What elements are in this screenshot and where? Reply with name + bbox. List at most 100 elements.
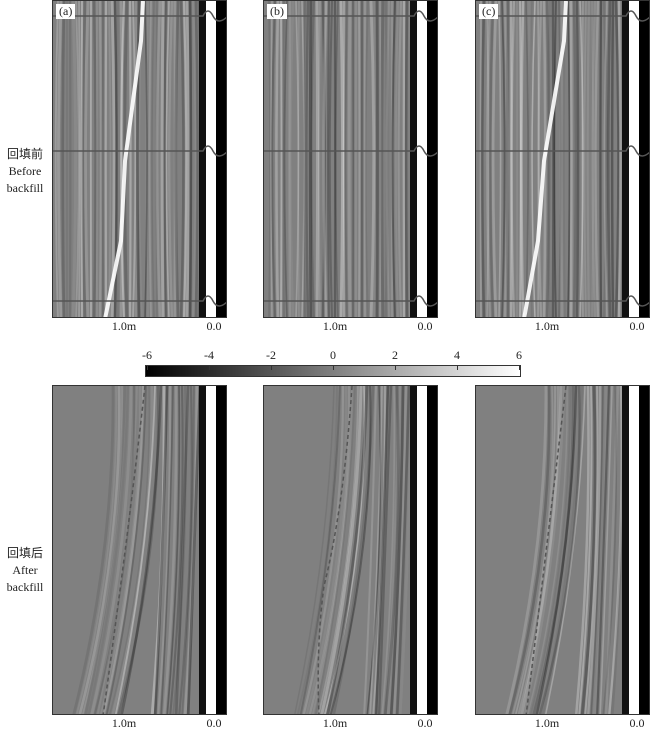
reflection-trace xyxy=(72,386,115,714)
reflection-trace xyxy=(604,386,620,714)
reflection-trace xyxy=(525,1,529,317)
reflection-trace xyxy=(295,1,300,317)
radargram-image xyxy=(53,1,226,317)
radargram-panel: (c) xyxy=(475,0,650,318)
reflection-trace xyxy=(120,386,163,714)
trace-line xyxy=(53,295,226,307)
x-tick-label: 0.0 xyxy=(417,319,433,333)
reflection-trace xyxy=(486,1,490,317)
reflection-trace xyxy=(165,1,170,317)
x-tick-label: 0.0 xyxy=(206,716,222,730)
reflection-trace xyxy=(132,1,137,317)
reflection-trace xyxy=(61,1,66,317)
direct-wave-band xyxy=(417,1,427,317)
x-tick-label: 0.0 xyxy=(206,319,222,333)
direct-wave-band xyxy=(639,386,649,714)
reflection-trace xyxy=(81,1,87,317)
reflection-trace xyxy=(188,1,193,317)
reflection-trace xyxy=(603,1,608,317)
reflection-trace xyxy=(529,386,571,714)
reflection-trace xyxy=(599,1,603,317)
reflection-trace xyxy=(535,386,578,714)
reflection-trace xyxy=(397,1,403,317)
radargram-image xyxy=(72,386,226,714)
direct-wave-band xyxy=(216,386,226,714)
reflection-trace xyxy=(76,386,118,714)
direct-wave-band xyxy=(629,386,639,714)
reflection-trace xyxy=(302,386,345,714)
reflection-trace xyxy=(385,1,390,317)
x-tick-label: 1.0m xyxy=(534,319,560,333)
reflection-trace xyxy=(602,386,618,714)
reflection-trace xyxy=(515,386,556,714)
reflection-trace xyxy=(87,386,130,714)
reflection-trace xyxy=(305,1,310,317)
colorbar-tick-mark xyxy=(457,366,458,370)
reflection-trace xyxy=(332,386,375,714)
reflection-trace xyxy=(508,386,551,714)
trace-line xyxy=(476,295,649,307)
direct-wave-band xyxy=(410,386,417,714)
reflection-trace xyxy=(394,1,399,317)
colorbar-tick-mark xyxy=(519,366,520,370)
direct-wave-band xyxy=(427,386,437,714)
colorbar-tick-mark xyxy=(333,366,334,370)
reflection-trace xyxy=(78,1,81,317)
reflection-trace xyxy=(527,386,568,714)
reflection-trace xyxy=(84,1,90,317)
radargram-image xyxy=(264,1,437,317)
direct-wave-band xyxy=(622,386,629,714)
reflection-trace xyxy=(498,1,502,317)
panel-label: (a) xyxy=(56,4,76,19)
x-tick-label: 1.0m xyxy=(534,716,560,730)
x-tick-label: 0.0 xyxy=(629,319,645,333)
reflection-trace xyxy=(151,1,155,317)
reflection-trace xyxy=(347,1,352,317)
reflection-trace xyxy=(160,1,165,317)
reflection-trace xyxy=(194,1,199,317)
direct-wave-band xyxy=(410,1,417,317)
reflection-trace xyxy=(599,386,613,714)
reflection-trace xyxy=(523,386,566,714)
reflection-trace xyxy=(517,386,560,714)
x-tick-label: 1.0m xyxy=(111,319,137,333)
reflection-trace xyxy=(318,1,321,317)
reflection-trace xyxy=(82,386,123,714)
radargram-panel xyxy=(475,385,650,715)
reflection-trace xyxy=(602,1,608,317)
trace-line xyxy=(53,10,226,22)
reflection-trace xyxy=(389,386,405,714)
reflection-trace xyxy=(317,386,359,714)
pipe-reflection xyxy=(103,1,145,317)
row-label-en: Before xyxy=(8,164,42,178)
reflection-trace xyxy=(559,1,564,317)
reflection-trace xyxy=(572,1,578,317)
reflection-trace xyxy=(114,386,156,714)
reflection-trace xyxy=(163,1,168,317)
reflection-trace xyxy=(575,1,580,317)
row-label-en: backfill xyxy=(6,580,44,594)
reflection-trace xyxy=(71,1,78,317)
reflection-trace xyxy=(404,1,409,317)
trace-line xyxy=(476,10,649,22)
reflection-trace xyxy=(120,1,126,317)
reflection-trace xyxy=(308,1,313,317)
reflection-trace xyxy=(54,1,59,317)
reflection-trace xyxy=(380,1,385,317)
colorbar xyxy=(145,365,521,377)
reflection-trace xyxy=(339,1,344,317)
reflection-trace xyxy=(366,386,382,714)
reflection-trace xyxy=(109,386,151,714)
reflection-trace xyxy=(372,1,378,317)
trace-line xyxy=(53,145,226,157)
reflection-trace xyxy=(391,1,397,317)
colorbar-tick-mark xyxy=(147,366,148,370)
radargram-image xyxy=(476,1,649,317)
reflection-trace xyxy=(136,1,141,317)
reflection-trace xyxy=(166,386,181,714)
reflection-trace xyxy=(383,386,400,714)
reflection-trace xyxy=(369,386,383,714)
reflection-trace xyxy=(162,386,178,714)
reflection-trace xyxy=(584,386,599,714)
reflection-trace xyxy=(310,1,315,317)
